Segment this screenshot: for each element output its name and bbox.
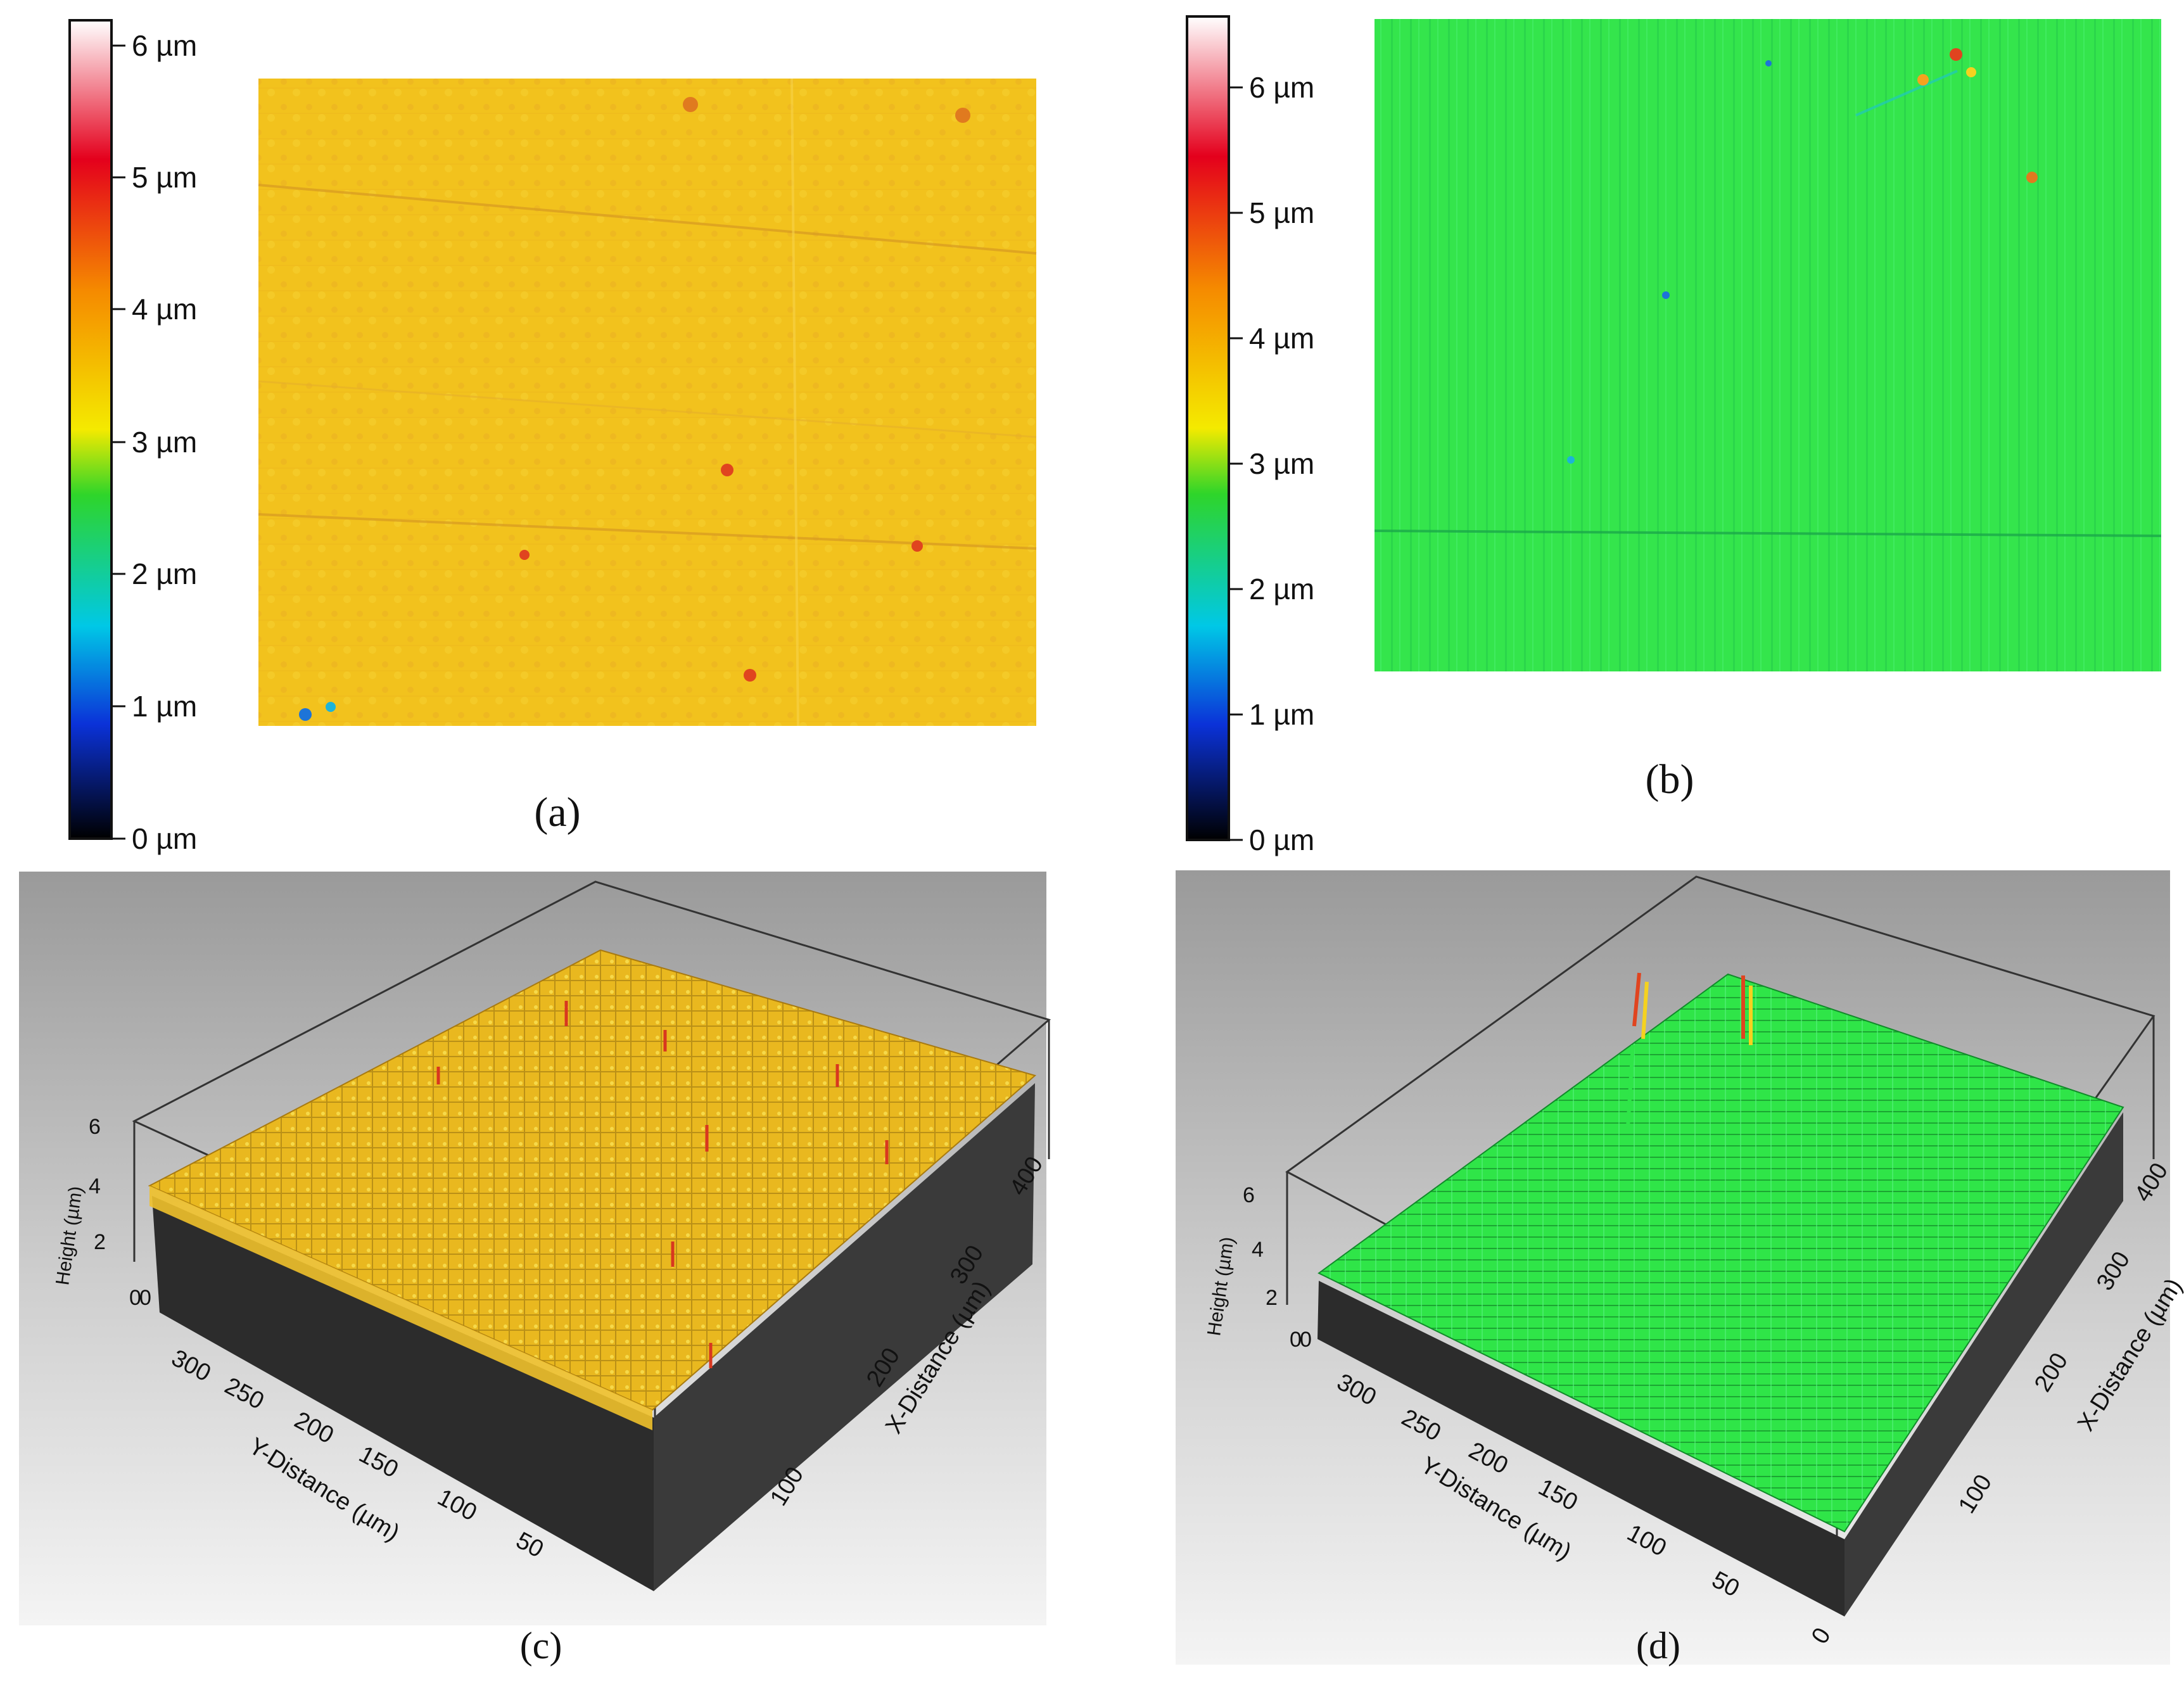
colorbar-a-tick-0: 0 µm — [132, 822, 197, 855]
caption-c: (c) — [520, 1625, 562, 1667]
caption-b: (b) — [1646, 756, 1694, 803]
panel-b: 6 µm 5 µm 4 µm 3 µm 2 µm 1 µm 0 µm (b) — [1186, 15, 2162, 856]
svg-text:4: 4 — [89, 1174, 101, 1198]
caption-a: (a) — [534, 789, 580, 835]
svg-text:6: 6 — [89, 1115, 101, 1139]
colorbar-b — [1186, 15, 1230, 841]
heightmap-a — [258, 78, 1037, 727]
caption-d: (d) — [1636, 1625, 1680, 1667]
colorbar-a-tick-4: 4 µm — [132, 293, 197, 326]
panel-c: 6 4 2 0 0 Height (µm) 300 250 200 150 10… — [19, 872, 1051, 1667]
plot3d-d-surface — [1317, 973, 2124, 1533]
colorbar-b-tick-0: 0 µm — [1249, 823, 1314, 856]
svg-text:6: 6 — [1243, 1183, 1255, 1207]
heightmap-b — [1374, 19, 2162, 671]
colorbar-b-tick-3: 3 µm — [1249, 447, 1314, 480]
panel-a: 6 µm 5 µm 4 µm 3 µm 2 µm 1 µm 0 µm (a) — [68, 19, 1037, 855]
colorbar-b-tick-5: 5 µm — [1249, 196, 1314, 229]
svg-text:0: 0 — [1290, 1328, 1302, 1352]
colorbar-a-tick-2: 2 µm — [132, 557, 197, 590]
colorbar-b-ticks: 6 µm 5 µm 4 µm 3 µm 2 µm 1 µm 0 µm — [1229, 71, 1314, 856]
svg-text:0: 0 — [129, 1286, 141, 1310]
panel-d: 6 4 2 0 0 Height (µm) 300 250 200 150 10… — [1176, 870, 2184, 1667]
plot3d-d-peaks — [1626, 972, 1753, 1128]
svg-text:4: 4 — [1252, 1238, 1264, 1262]
plot3d-d-base — [1317, 1112, 2123, 1616]
colorbar-b-tick-6: 6 µm — [1249, 71, 1314, 104]
colorbar-b-tick-2: 2 µm — [1249, 573, 1314, 606]
svg-text:2: 2 — [94, 1230, 106, 1254]
plot3d-c-peaks — [436, 1001, 889, 1368]
svg-text:2: 2 — [1266, 1286, 1278, 1310]
colorbar-a — [68, 19, 113, 840]
svg-text:0: 0 — [1300, 1328, 1312, 1352]
colorbar-a-ticks: 6 µm 5 µm 4 µm 3 µm 2 µm 1 µm 0 µm — [111, 29, 197, 855]
colorbar-a-tick-1: 1 µm — [132, 690, 197, 723]
svg-text:0: 0 — [139, 1286, 151, 1310]
colorbar-b-tick-4: 4 µm — [1249, 322, 1314, 355]
colorbar-b-tick-1: 1 µm — [1249, 698, 1314, 731]
plot3d-c-base — [152, 1083, 1035, 1591]
colorbar-a-tick-3: 3 µm — [132, 426, 197, 459]
colorbar-a-tick-5: 5 µm — [132, 161, 197, 194]
colorbar-a-tick-6: 6 µm — [132, 29, 197, 62]
